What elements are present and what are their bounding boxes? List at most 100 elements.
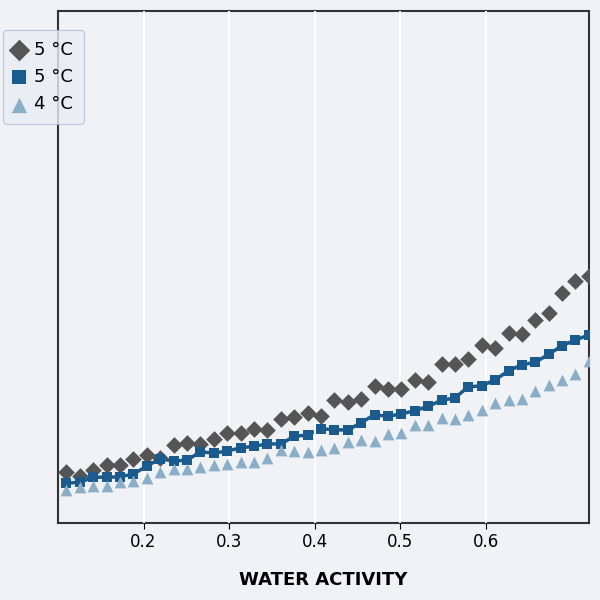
5 °C	[209, 434, 218, 444]
5 °C	[182, 438, 192, 448]
5 °C	[343, 425, 353, 435]
5 °C	[223, 428, 232, 438]
5 °C	[356, 418, 366, 427]
5 °C	[62, 478, 71, 488]
5 °C	[196, 447, 205, 457]
4 °C	[276, 445, 286, 455]
5 °C	[370, 410, 379, 419]
4 °C	[544, 380, 554, 390]
5 °C	[437, 359, 446, 369]
4 °C	[410, 421, 419, 430]
5 °C	[450, 359, 460, 368]
Legend: 5 °C, 5 °C, 4 °C: 5 °C, 5 °C, 4 °C	[3, 31, 83, 124]
5 °C	[75, 471, 85, 481]
5 °C	[437, 395, 446, 405]
5 °C	[303, 430, 313, 440]
4 °C	[223, 460, 232, 469]
4 °C	[102, 482, 112, 491]
4 °C	[62, 485, 71, 495]
5 °C	[209, 448, 218, 458]
5 °C	[155, 454, 165, 464]
4 °C	[477, 405, 487, 415]
5 °C	[276, 439, 286, 449]
5 °C	[356, 394, 366, 404]
4 °C	[504, 395, 514, 405]
5 °C	[75, 478, 85, 487]
4 °C	[196, 463, 205, 472]
5 °C	[102, 460, 112, 469]
4 °C	[142, 473, 152, 482]
5 °C	[530, 358, 540, 367]
4 °C	[155, 467, 165, 476]
5 °C	[236, 443, 245, 453]
5 °C	[450, 393, 460, 403]
5 °C	[88, 472, 98, 482]
4 °C	[584, 356, 593, 366]
4 °C	[343, 437, 353, 447]
4 °C	[316, 445, 326, 454]
5 °C	[276, 415, 286, 424]
4 °C	[490, 398, 500, 408]
5 °C	[128, 454, 138, 464]
5 °C	[62, 467, 71, 477]
4 °C	[209, 460, 218, 470]
4 °C	[249, 457, 259, 466]
5 °C	[155, 454, 165, 463]
5 °C	[530, 316, 540, 325]
5 °C	[316, 424, 326, 434]
5 °C	[329, 425, 339, 434]
5 °C	[410, 406, 419, 416]
5 °C	[584, 271, 593, 281]
5 °C	[223, 446, 232, 456]
5 °C	[584, 330, 593, 340]
5 °C	[477, 340, 487, 350]
5 °C	[504, 328, 514, 337]
5 °C	[557, 341, 567, 350]
4 °C	[557, 376, 567, 385]
4 °C	[236, 457, 245, 467]
5 °C	[303, 408, 313, 418]
4 °C	[182, 464, 192, 474]
5 °C	[424, 377, 433, 387]
5 °C	[236, 428, 245, 437]
4 °C	[464, 410, 473, 420]
5 °C	[142, 451, 152, 460]
X-axis label: WATER ACTIVITY: WATER ACTIVITY	[239, 571, 407, 589]
4 °C	[289, 446, 299, 456]
4 °C	[450, 415, 460, 424]
4 °C	[303, 447, 313, 457]
5 °C	[289, 431, 299, 441]
4 °C	[370, 437, 379, 446]
5 °C	[88, 465, 98, 475]
5 °C	[464, 382, 473, 391]
5 °C	[316, 411, 326, 421]
5 °C	[410, 376, 419, 385]
4 °C	[530, 386, 540, 395]
5 °C	[329, 395, 339, 405]
5 °C	[115, 461, 125, 470]
5 °C	[571, 276, 580, 286]
5 °C	[464, 354, 473, 364]
5 °C	[102, 472, 112, 482]
5 °C	[249, 425, 259, 434]
5 °C	[383, 384, 393, 394]
5 °C	[169, 440, 178, 450]
5 °C	[142, 461, 152, 471]
4 °C	[88, 481, 98, 490]
5 °C	[517, 360, 527, 370]
5 °C	[397, 409, 406, 419]
4 °C	[571, 370, 580, 379]
5 °C	[490, 375, 500, 385]
5 °C	[196, 439, 205, 449]
5 °C	[490, 343, 500, 353]
4 °C	[383, 429, 393, 439]
5 °C	[397, 385, 406, 394]
4 °C	[263, 453, 272, 463]
4 °C	[517, 395, 527, 404]
5 °C	[571, 335, 580, 345]
5 °C	[182, 455, 192, 465]
5 °C	[249, 442, 259, 451]
5 °C	[115, 472, 125, 481]
4 °C	[356, 435, 366, 445]
5 °C	[557, 288, 567, 298]
